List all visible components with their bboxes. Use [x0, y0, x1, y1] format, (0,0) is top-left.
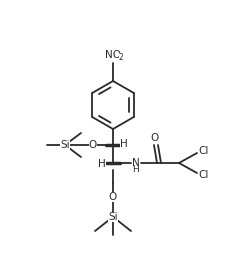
Text: Si: Si [60, 140, 69, 150]
Text: N: N [131, 158, 139, 168]
Text: H: H [120, 139, 127, 149]
Text: 2: 2 [118, 53, 123, 62]
Text: H: H [98, 159, 105, 169]
Text: Cl: Cl [198, 170, 208, 180]
Text: O: O [89, 140, 97, 150]
Text: Cl: Cl [198, 146, 208, 156]
Text: NO: NO [105, 50, 121, 60]
Text: H: H [132, 166, 139, 175]
Text: Si: Si [108, 212, 117, 222]
Text: O: O [150, 133, 158, 143]
Text: O: O [109, 192, 117, 202]
